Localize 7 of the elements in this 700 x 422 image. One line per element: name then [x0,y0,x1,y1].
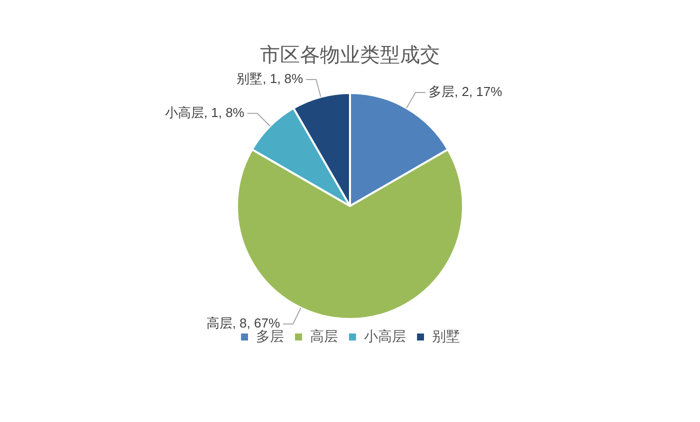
data-label: 小高层, 1, 8% [164,104,245,120]
data-label: 别墅, 1, 8% [236,71,304,86]
legend-label: 小高层 [364,328,406,344]
legend-label: 别墅 [432,328,460,344]
legend-label: 高层 [310,328,338,344]
data-label: 多层, 2, 17% [428,84,503,100]
chart-title: 市区各物业类型成交 [260,44,440,67]
